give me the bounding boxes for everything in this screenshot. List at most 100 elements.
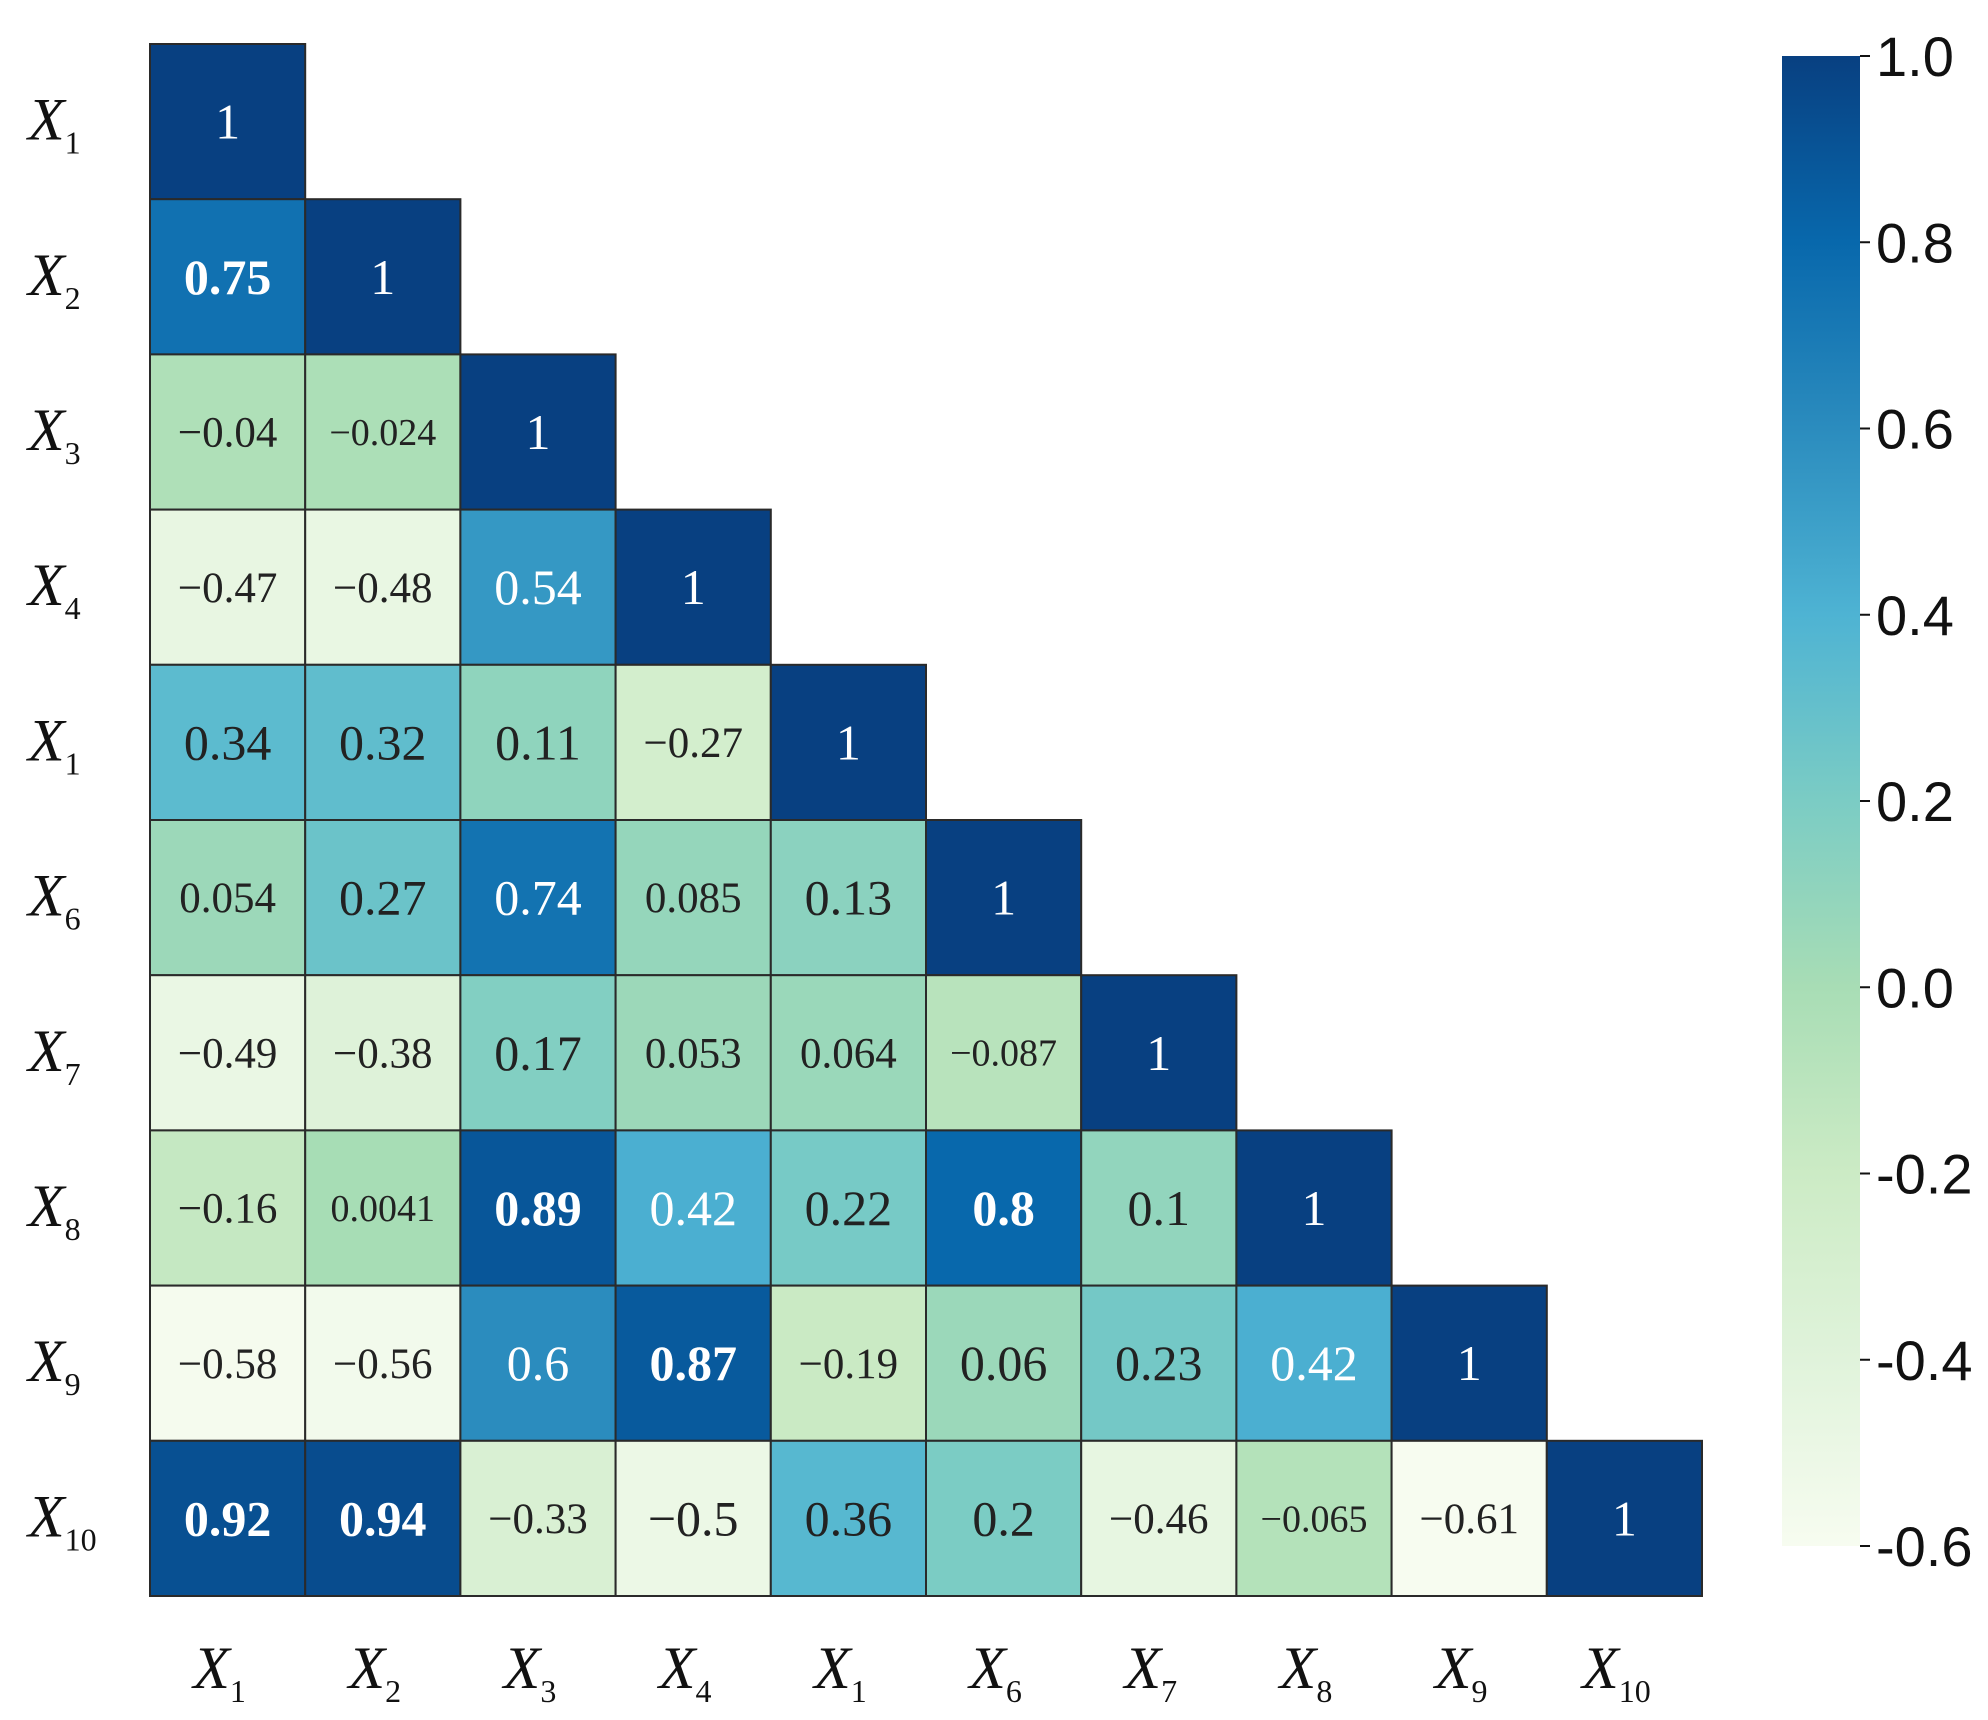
axis-tick-label: X9 [26, 1328, 81, 1402]
heatmap-cell-value: 0.74 [494, 870, 582, 926]
heatmap-cell: 1 [614, 508, 772, 666]
heatmap-cell-rect [149, 974, 307, 1132]
axis-tick-label-subscript: 4 [696, 1673, 712, 1709]
heatmap-cell-rect [459, 353, 617, 511]
heatmap-cell: 0.22 [769, 1129, 927, 1287]
heatmap-cell: 0.8 [925, 1129, 1083, 1287]
heatmap-cell: −0.58 [149, 1284, 307, 1442]
heatmap-cell: −0.33 [459, 1439, 617, 1598]
heatmap-cell-rect [1080, 1284, 1238, 1442]
heatmap-cell-rect [614, 1284, 772, 1442]
axis-tick-label: X10 [1580, 1635, 1651, 1709]
heatmap-cell: 1 [1545, 1439, 1704, 1598]
heatmap-cell-value: 0.27 [339, 870, 427, 926]
heatmap-cell-rect [614, 1439, 772, 1598]
heatmap-cell-value: 0.13 [805, 870, 893, 926]
axis-tick-label-subscript: 7 [65, 1056, 81, 1092]
axis-tick-label-subscript: 9 [1472, 1673, 1488, 1709]
axis-tick-label-base: X [1433, 1635, 1474, 1701]
heatmap-cell: −0.49 [149, 974, 307, 1132]
heatmap-cell: 0.92 [149, 1439, 307, 1598]
axis-tick-label: X2 [346, 1635, 401, 1709]
axis-tick-label-subscript: 8 [65, 1211, 81, 1247]
heatmap-cell: 0.0041 [304, 1129, 462, 1287]
axis-tick-label-base: X [26, 87, 67, 153]
heatmap-cell-value: 0.8 [972, 1180, 1035, 1236]
heatmap-cell-value: −0.46 [1109, 1496, 1209, 1543]
heatmap-cell: −0.38 [304, 974, 462, 1132]
heatmap-cell-value: −0.19 [799, 1341, 899, 1388]
heatmap-cell-rect [304, 508, 462, 666]
axis-tick-label-base: X [502, 1635, 543, 1701]
x-axis-labels: X1 X2 X3 X4 X1 X6 X7 X8 X9 X10 [191, 1635, 1650, 1709]
heatmap-cell-rect [614, 663, 772, 821]
heatmap-cell: −0.56 [304, 1284, 462, 1442]
heatmap-cell-rect [459, 663, 617, 821]
heatmap-cell-rect [459, 1439, 617, 1598]
heatmap-cell-value: −0.56 [333, 1341, 433, 1388]
axis-tick-label: X7 [26, 1018, 81, 1092]
axis-tick-label-base: X [1122, 1635, 1163, 1701]
heatmap-cell: 0.2 [925, 1439, 1083, 1598]
heatmap-cell: 0.87 [614, 1284, 772, 1442]
axis-tick-label-base: X [26, 552, 67, 618]
axis-tick-label-base: X [967, 1635, 1008, 1701]
heatmap-cell: 0.42 [614, 1129, 772, 1287]
heatmap-cell: 0.13 [769, 819, 927, 977]
heatmap-cell-rect [1080, 974, 1238, 1132]
heatmap-cell-rect [304, 1439, 462, 1598]
heatmap-cell: −0.16 [149, 1129, 307, 1287]
axis-tick-label: X4 [657, 1635, 712, 1709]
axis-tick-label: X1 [191, 1635, 246, 1709]
heatmap-cell-rect [1545, 1439, 1704, 1598]
heatmap-cell: 1 [1235, 1129, 1393, 1287]
axis-tick-label-subscript: 10 [1619, 1673, 1651, 1709]
axis-tick-label-subscript: 1 [851, 1673, 867, 1709]
axis-tick-label-base: X [26, 397, 67, 463]
heatmap-cell-value: 0.054 [179, 875, 276, 922]
heatmap-cell-value: −0.024 [329, 412, 436, 454]
heatmap-cell: 0.6 [459, 1284, 617, 1442]
heatmap-cell-value: 1 [1612, 1490, 1637, 1546]
heatmap-cell-value: 1 [836, 714, 861, 770]
axis-tick-label: X7 [1122, 1635, 1177, 1709]
heatmap-cell-value: −0.27 [643, 720, 743, 767]
heatmap-cell-value: −0.16 [178, 1186, 278, 1233]
heatmap-cell: 0.11 [459, 663, 617, 821]
heatmap-cell: 0.06 [925, 1284, 1083, 1442]
heatmap-cell-value: 0.54 [494, 559, 582, 615]
heatmap-grid: 1 0.75 1 −0.04 −0.024 1 −0.47 −0.48 0.54 1 0.34 0.3… [149, 43, 1704, 1598]
heatmap-cell-rect [1390, 1439, 1548, 1598]
heatmap-cell-rect [149, 1284, 307, 1442]
heatmap-cell-rect [459, 1129, 617, 1287]
heatmap-cell: −0.5 [614, 1439, 772, 1598]
heatmap-cell-value: 0.36 [805, 1490, 893, 1546]
heatmap-cell-value: −0.04 [178, 410, 278, 457]
colorbar-tick-label: 0.2 [1876, 770, 1954, 833]
axis-tick-label-subscript: 1 [230, 1673, 246, 1709]
heatmap-cell: 0.053 [614, 974, 772, 1132]
heatmap-cell: 1 [1390, 1284, 1548, 1442]
heatmap-cell-value: 0.89 [494, 1180, 582, 1236]
heatmap-cell: 0.064 [769, 974, 927, 1132]
heatmap-cell-value: 0.23 [1115, 1335, 1203, 1391]
heatmap-cell-value: 1 [370, 249, 395, 305]
heatmap-cell-value: −0.065 [1261, 1498, 1368, 1540]
colorbar-tick-label: 0.0 [1876, 956, 1954, 1019]
axis-tick-label-subscript: 7 [1161, 1673, 1177, 1709]
axis-tick-label-base: X [26, 242, 67, 308]
heatmap-cell-value: 1 [215, 94, 240, 150]
heatmap-cell-value: 0.42 [1270, 1335, 1358, 1391]
heatmap-cell-value: 0.053 [645, 1030, 742, 1077]
axis-tick-label: X8 [1278, 1635, 1333, 1709]
heatmap-cell-rect [769, 663, 927, 821]
heatmap-cell-value: 0.085 [645, 875, 742, 922]
heatmap-cell-value: −0.61 [1419, 1496, 1519, 1543]
axis-tick-label: X9 [1433, 1635, 1488, 1709]
heatmap-cell: 0.94 [304, 1439, 462, 1598]
heatmap-cell-value: −0.5 [648, 1490, 739, 1546]
heatmap-cell-value: 0.11 [495, 714, 581, 770]
heatmap-cell: −0.27 [614, 663, 772, 821]
